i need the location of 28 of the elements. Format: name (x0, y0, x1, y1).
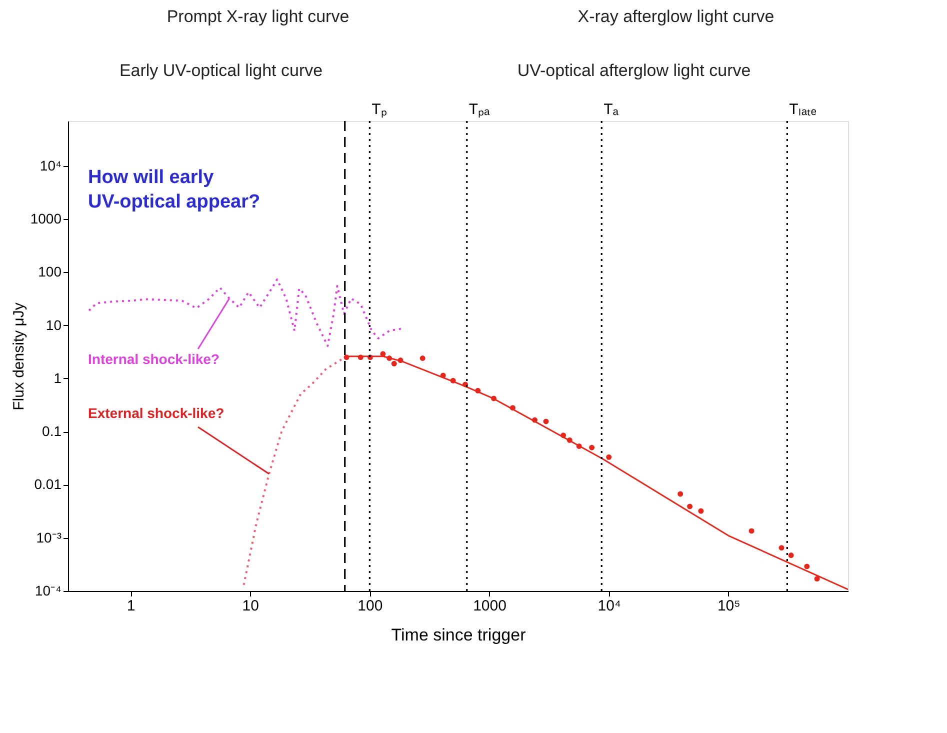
text: Early UV-optical light curve (119, 61, 323, 80)
x-tick-label: 10⁴ (598, 598, 621, 614)
ref-line-label: Tₐ (604, 101, 619, 118)
x-tick-label: 1 (126, 598, 136, 614)
ref-line-label: Tₚ (372, 101, 387, 118)
y-tick-label: 10⁻⁴ (34, 582, 62, 598)
x-tick-label: 100 (358, 598, 383, 614)
y-tick-label: 10 (46, 316, 62, 333)
y-tick-label: 100 (38, 264, 62, 280)
y-tick-label: 0.1 (42, 423, 62, 440)
y-tick-label: 1 (54, 370, 62, 386)
annotation: Internal shock-like? (88, 351, 220, 367)
annotation: External shock-like? (88, 405, 224, 421)
text: UV-optical afterglow light curve (517, 61, 751, 80)
ref-line-label: Tₚₐ (468, 101, 490, 118)
x-tick-label: 10 (242, 598, 259, 614)
y-tick-label: 10⁻³ (36, 529, 62, 546)
text: Prompt X-ray light curve (166, 7, 350, 26)
x-tick-label: 1000 (473, 598, 506, 614)
y-axis-title: Flux density μJy (10, 302, 28, 410)
y-tick-label: 0.01 (34, 476, 62, 492)
y-tick-label: 1000 (30, 210, 62, 227)
ref-line-label: Tₗₐₜₑ (789, 101, 817, 118)
x-tick-label: 10⁵ (717, 598, 740, 614)
y-tick-label: 10⁴ (40, 157, 62, 174)
text: X-ray afterglow light curve (578, 7, 774, 26)
annotation: How will early UV-optical appear? (88, 167, 260, 213)
x-axis-title: Time since trigger (391, 626, 526, 644)
